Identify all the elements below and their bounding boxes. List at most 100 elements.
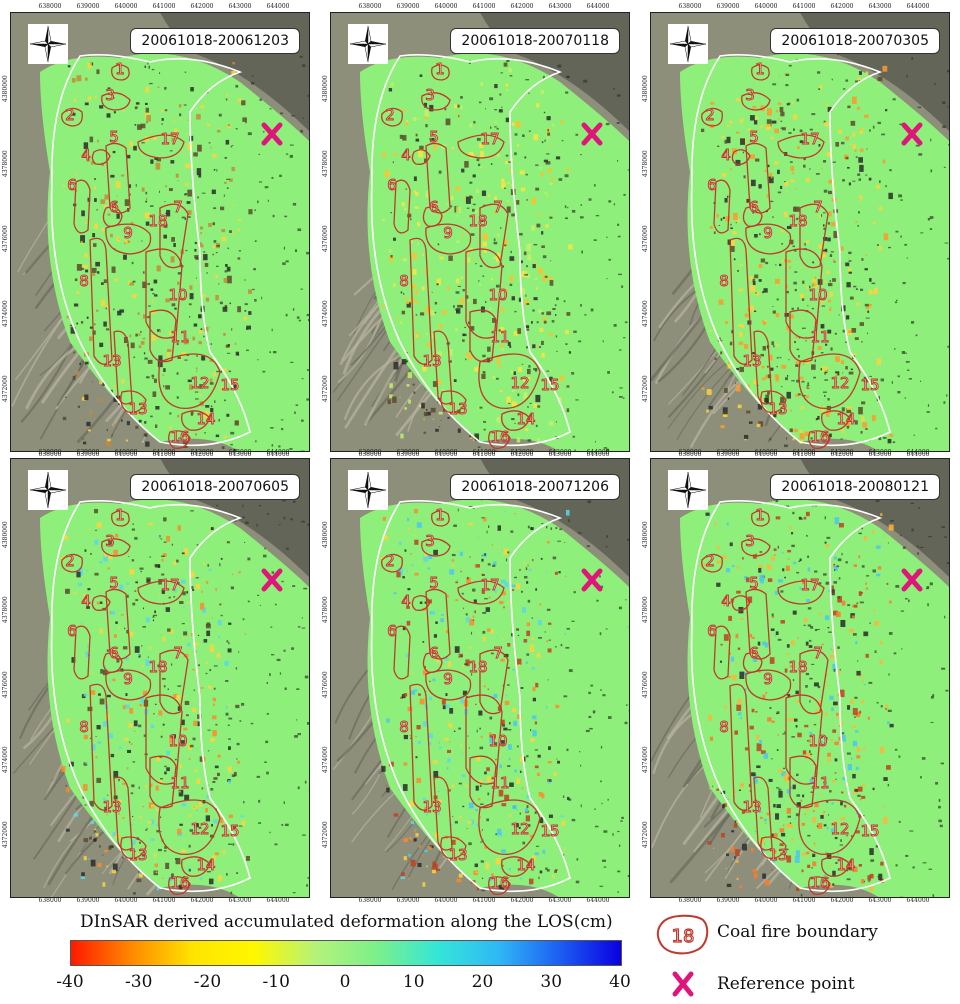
fire-number: 2 bbox=[705, 552, 715, 570]
fire-number: 13 bbox=[102, 352, 121, 370]
y-tick-label: 4374000 bbox=[2, 746, 9, 773]
y-tick-label: 4378000 bbox=[642, 596, 649, 623]
fire-number: 4 bbox=[81, 146, 91, 164]
y-tick-label: 4378000 bbox=[322, 596, 329, 623]
fire-number: 2 bbox=[385, 552, 395, 570]
colorbar-tick-label: -40 bbox=[56, 972, 83, 992]
fire-number: 15 bbox=[540, 822, 559, 840]
x-tick-label: 640000 bbox=[435, 897, 458, 904]
fire-number: 13 bbox=[128, 846, 147, 864]
fire-number: 18 bbox=[788, 212, 807, 230]
fire-number: 1 bbox=[115, 506, 125, 524]
y-tick-label: 4378000 bbox=[642, 150, 649, 177]
y-tick-label: 4372000 bbox=[2, 375, 9, 402]
colorbar-tick-label: 40 bbox=[609, 972, 631, 992]
fire-number: 1 bbox=[755, 60, 765, 78]
fire-number: 11 bbox=[490, 328, 509, 346]
date-range-label: 20061018-20070118 bbox=[450, 28, 620, 54]
fire-number: 9 bbox=[443, 670, 453, 688]
x-tick-label: 644000 bbox=[587, 449, 610, 456]
x-tick-label: 640000 bbox=[115, 449, 138, 456]
x-tick-label: 641000 bbox=[473, 449, 496, 456]
fire-number: 12 bbox=[830, 820, 849, 838]
fire-number: 17 bbox=[160, 576, 179, 594]
fire-number: 5 bbox=[429, 574, 439, 592]
fire-number: 8 bbox=[719, 718, 729, 736]
fire-number: 13 bbox=[422, 798, 441, 816]
x-tick-label: 638000 bbox=[679, 897, 702, 904]
y-tick-label: 4380000 bbox=[642, 75, 649, 102]
x-tick-label: 639000 bbox=[717, 449, 740, 456]
x-tick-label: 644000 bbox=[267, 3, 290, 10]
fire-number: 15 bbox=[540, 376, 559, 394]
y-tick-label: 4376000 bbox=[642, 671, 649, 698]
x-tick-label: 641000 bbox=[153, 3, 176, 10]
x-tick-label: 638000 bbox=[679, 449, 702, 456]
y-tick-label: 4374000 bbox=[2, 300, 9, 327]
fire-number: 1 bbox=[115, 60, 125, 78]
x-tick-label: 642000 bbox=[831, 3, 854, 10]
y-tick-label: 4374000 bbox=[322, 300, 329, 327]
x-tick-label: 642000 bbox=[191, 3, 214, 10]
fire-number: 5 bbox=[109, 574, 119, 592]
colorbar-tick-label: 0 bbox=[340, 972, 351, 992]
fire-number: 15 bbox=[860, 376, 879, 394]
fire-number: 6 bbox=[67, 622, 77, 640]
fire-number: 17 bbox=[800, 576, 819, 594]
fire-number: 13 bbox=[128, 400, 147, 418]
x-tick-label: 643000 bbox=[869, 897, 892, 904]
x-tick-label: 644000 bbox=[267, 897, 290, 904]
fire-number: 11 bbox=[490, 774, 509, 792]
compass-rose-icon bbox=[348, 470, 388, 510]
fire-number: 5 bbox=[749, 574, 759, 592]
fire-number: 13 bbox=[742, 798, 761, 816]
fire-number: 7 bbox=[813, 644, 823, 662]
fire-number: 2 bbox=[385, 106, 395, 124]
fire-number: 16 bbox=[170, 874, 189, 892]
date-range-label: 20061018-20080121 bbox=[770, 474, 940, 500]
fire-number: 9 bbox=[443, 224, 453, 242]
fire-number: 16 bbox=[490, 874, 509, 892]
x-tick-label: 638000 bbox=[679, 3, 702, 10]
fire-number: 13 bbox=[768, 400, 787, 418]
x-tick-label: 642000 bbox=[831, 449, 854, 456]
x-tick-label: 641000 bbox=[473, 3, 496, 10]
x-tick-label: 643000 bbox=[549, 3, 572, 10]
fire-number: 2 bbox=[705, 106, 715, 124]
y-tick-label: 4380000 bbox=[322, 75, 329, 102]
fire-number: 3 bbox=[105, 86, 115, 104]
fire-number: 13 bbox=[102, 798, 121, 816]
fire-number: 4 bbox=[721, 146, 731, 164]
fire-number: 6 bbox=[429, 198, 439, 216]
y-tick-label: 4372000 bbox=[322, 821, 329, 848]
fire-number: 10 bbox=[488, 732, 507, 750]
y-tick-label: 4380000 bbox=[642, 521, 649, 548]
fire-number: 12 bbox=[510, 820, 529, 838]
date-range-label: 20061018-20061203 bbox=[130, 28, 300, 54]
fire-number: 9 bbox=[123, 670, 133, 688]
fire-number: 4 bbox=[401, 592, 411, 610]
fire-number: 17 bbox=[480, 130, 499, 148]
y-tick-label: 4380000 bbox=[2, 75, 9, 102]
x-tick-label: 642000 bbox=[511, 3, 534, 10]
fire-number: 4 bbox=[401, 146, 411, 164]
fire-number: 6 bbox=[707, 622, 717, 640]
y-tick-label: 4372000 bbox=[2, 821, 9, 848]
fire-number: 16 bbox=[490, 428, 509, 446]
fire-number: 1 bbox=[435, 506, 445, 524]
fire-number: 13 bbox=[448, 400, 467, 418]
fire-number: 5 bbox=[109, 128, 119, 146]
date-range-label: 20061018-20070605 bbox=[130, 474, 300, 500]
fire-number: 9 bbox=[763, 670, 773, 688]
fire-number: 6 bbox=[109, 644, 119, 662]
x-tick-label: 641000 bbox=[793, 449, 816, 456]
x-tick-label: 639000 bbox=[717, 897, 740, 904]
x-tick-label: 642000 bbox=[191, 449, 214, 456]
fire-number: 10 bbox=[808, 286, 827, 304]
